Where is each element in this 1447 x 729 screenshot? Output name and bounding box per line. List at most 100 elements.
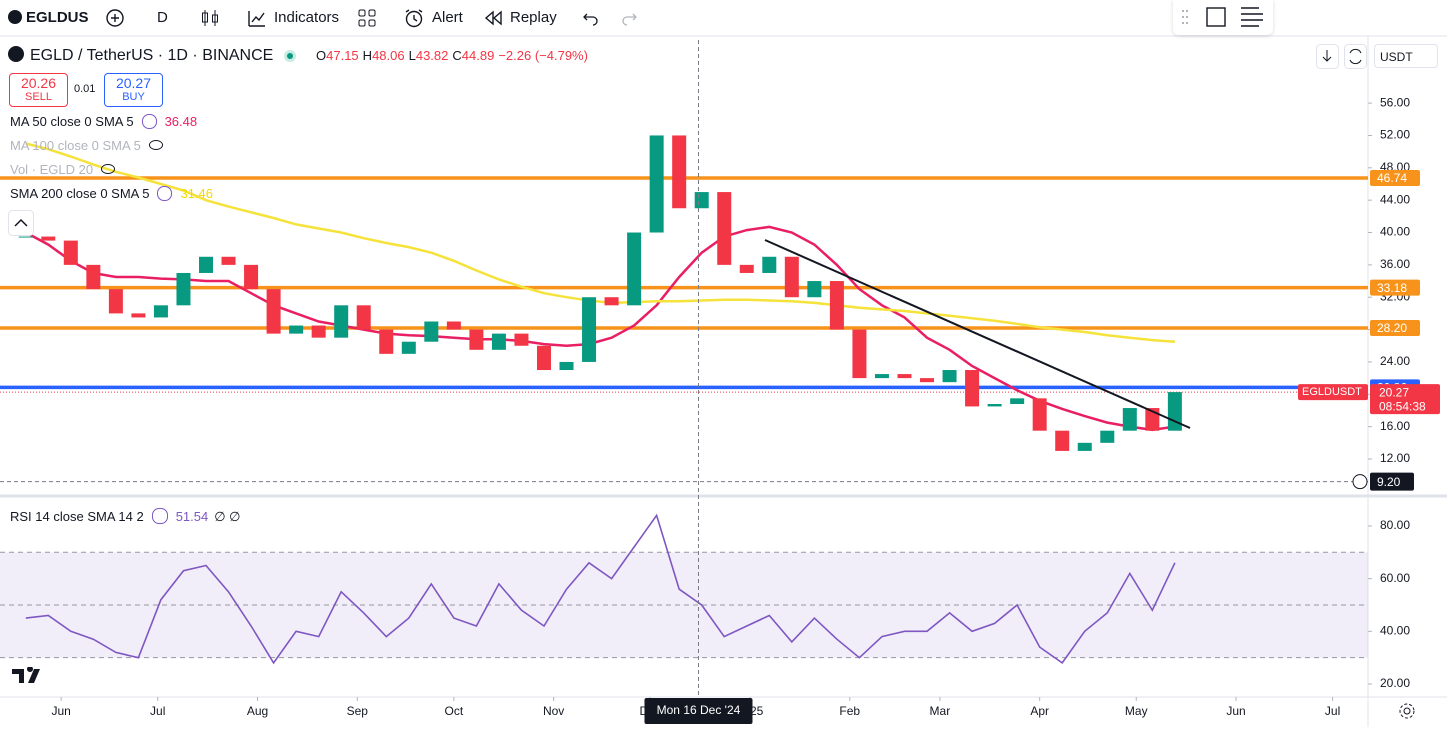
candle	[1122, 408, 1137, 431]
indicators-button[interactable]: Indicators	[274, 9, 340, 26]
candle	[694, 192, 709, 209]
rsi-y-tick-label: 40.00	[1380, 623, 1410, 637]
candle	[289, 325, 304, 334]
symbol: EGLDUSDT	[26, 9, 88, 26]
x-tick-label: Mar	[930, 704, 951, 718]
crosshair-plus	[1352, 474, 1368, 490]
candle	[649, 135, 664, 233]
chart-type-button[interactable]	[199, 7, 221, 29]
indicator-name: MA 100 close 0 SMA 5	[10, 138, 141, 153]
y-tick-label: 56.00	[1380, 95, 1410, 109]
hidden-icon	[101, 164, 116, 174]
templates-button[interactable]	[356, 7, 378, 29]
ma-line	[25, 225, 1176, 432]
candle	[1077, 442, 1092, 451]
x-tick-label: Oct	[445, 704, 464, 718]
candle	[852, 329, 867, 379]
x-tick-label: Sep	[347, 704, 369, 718]
countdown: 08:54:38	[1379, 399, 1426, 413]
candle	[604, 297, 619, 306]
drawing-panel	[1173, 0, 1273, 35]
symbol-search[interactable]: EGLDUSDT	[8, 8, 88, 28]
x-tick-label: Feb	[839, 704, 860, 718]
crosshair-y-label: 9.20	[1377, 475, 1401, 489]
sell-label: SELL	[25, 91, 52, 103]
candle	[446, 321, 461, 330]
rsi-y-tick-label: 60.00	[1380, 571, 1410, 585]
candle	[176, 272, 191, 306]
indicator-row: MA 50 close 0 SMA 5 36.48	[10, 114, 197, 130]
alert-button[interactable]: Alert	[432, 9, 463, 26]
legend-ohlc: O47.15 H48.06 L43.82 C44.89 −2.26 (−4.79%)	[316, 48, 588, 64]
buy-button[interactable]: 20.27 BUY	[104, 73, 163, 107]
ohlc-value: 47.15	[326, 48, 359, 63]
undo-button[interactable]	[580, 7, 602, 29]
rsi-y-tick-label: 80.00	[1380, 518, 1410, 532]
replay-button[interactable]: Replay	[510, 9, 557, 26]
candle	[1100, 430, 1115, 443]
compare-button[interactable]	[104, 7, 126, 29]
tv-logo	[12, 667, 40, 683]
x-tick-label: Aug	[247, 704, 268, 718]
last-price-label: 20.27	[1379, 385, 1409, 399]
candle	[41, 236, 56, 241]
candle	[920, 378, 935, 383]
redo-button[interactable]	[618, 7, 640, 29]
legend-title-row: EGLD / TetherUS · 1D · BINANCE	[8, 46, 273, 66]
rsi-name: RSI 14 close SMA 14 2	[10, 509, 144, 524]
y-tick-label: 16.00	[1380, 419, 1410, 433]
candle	[356, 305, 371, 330]
rsi-legend: RSI 14 close SMA 14 2 51.54 ∅ ∅	[10, 508, 241, 525]
currency-select[interactable]: USDT	[1374, 44, 1438, 68]
level-label: 33.18	[1377, 281, 1407, 295]
x-tick-label: Apr	[1030, 704, 1049, 718]
collapse-button[interactable]	[8, 210, 34, 236]
x-tick-label: Jul	[1325, 704, 1340, 718]
crosshair-x-label: Mon 16 Dec '24	[657, 703, 741, 717]
alert-icon[interactable]	[403, 7, 425, 29]
candle	[334, 305, 349, 338]
candle	[469, 329, 484, 350]
candle	[536, 345, 551, 371]
interval-button[interactable]: D	[157, 9, 168, 26]
candle	[379, 329, 394, 354]
candle	[987, 404, 1002, 407]
last-name-tag	[1298, 384, 1368, 401]
candle	[829, 281, 844, 330]
candle	[627, 232, 642, 306]
rsi-line	[25, 513, 1176, 665]
y-tick-label: 12.00	[1380, 451, 1410, 465]
indicator-icon	[141, 114, 157, 129]
sell-button[interactable]: 20.26 SELL	[9, 73, 68, 107]
ohlc-value: 44.89	[461, 48, 495, 63]
level-label: 46.74	[1377, 171, 1407, 185]
candle	[582, 297, 597, 362]
indicators-icon[interactable]	[246, 7, 268, 29]
ma-line	[25, 142, 1175, 343]
settings-button[interactable]	[1397, 701, 1417, 721]
ohlc-key: C	[452, 48, 462, 63]
pane-buttons[interactable]	[1316, 44, 1368, 70]
replay-icon[interactable]	[482, 7, 504, 29]
candle	[491, 333, 506, 350]
y-tick-label: 52.00	[1380, 128, 1410, 142]
candle	[874, 374, 889, 379]
candle	[717, 192, 732, 265]
indicator-row: SMA 200 close 0 SMA 5 31.46	[10, 186, 213, 202]
ohlc-key: O	[316, 48, 327, 63]
candle	[311, 325, 326, 338]
candle	[1032, 398, 1047, 431]
y-tick-label: 24.00	[1380, 354, 1410, 368]
candle	[108, 289, 123, 314]
last-price-tag	[1370, 384, 1440, 415]
candle	[784, 256, 799, 298]
indicator-name: MA 50 close 0 SMA 5	[10, 114, 134, 129]
rsi-y-tick-label: 20.00	[1380, 676, 1410, 690]
candle	[244, 264, 259, 290]
level-tag	[1370, 319, 1420, 336]
x-tick-label: Jun	[1226, 704, 1245, 718]
indicator-name: SMA 200 close 0 SMA 5	[10, 186, 150, 201]
y-tick-label: 36.00	[1380, 257, 1410, 271]
candle	[1055, 430, 1070, 451]
